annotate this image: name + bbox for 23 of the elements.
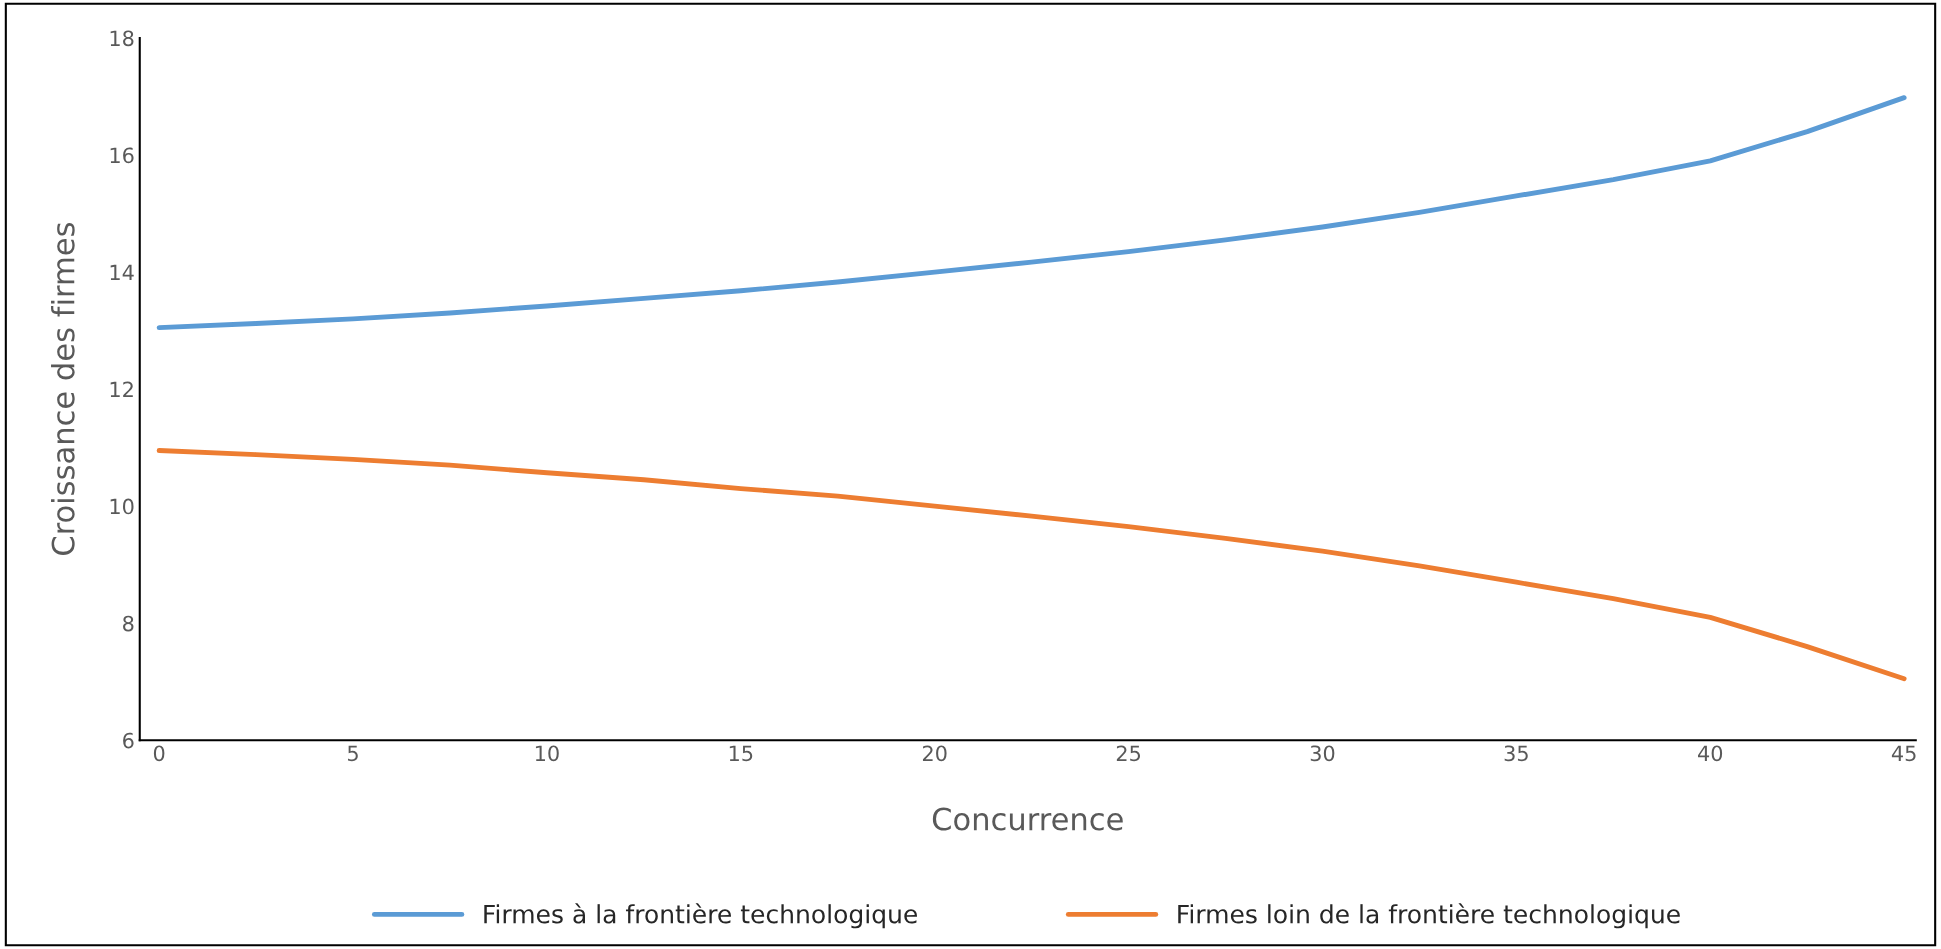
legend-label: Firmes loin de la frontière technologique [1178,903,1680,929]
x-tick-label: 0 [153,745,165,762]
x-tick-label: 5 [348,745,358,762]
x-axis-title: Concurrence [932,807,1123,831]
y-axis-title: Croissance des firmes [51,222,75,555]
y-tick-label: 16 [110,147,134,164]
y-tick-label: 18 [110,30,134,47]
x-tick-label: 35 [1504,745,1528,762]
y-tick-label: 8 [123,615,134,632]
y-tick-label: 10 [110,498,134,515]
x-tick-label: 30 [1310,745,1335,762]
x-tick-label: 15 [729,745,753,762]
legend-label: Firmes à la frontière technologique [484,903,917,929]
line-series [156,448,1907,682]
x-tick-label: 20 [922,745,947,762]
y-tick-label: 6 [123,732,134,749]
x-tick-label: 45 [1891,745,1916,762]
x-tick-label: 40 [1698,745,1723,762]
y-tick-label: 12 [110,381,133,398]
y-tick-label: 14 [110,264,134,280]
x-tick-label: 10 [535,745,559,762]
x-tick-label: 25 [1116,745,1141,762]
line-series [156,95,1907,331]
